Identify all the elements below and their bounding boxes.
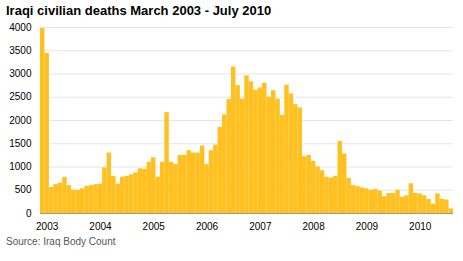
svg-text:1000: 1000 <box>9 161 32 172</box>
svg-text:2006: 2006 <box>196 221 219 232</box>
svg-text:2010: 2010 <box>409 221 432 232</box>
svg-text:2000: 2000 <box>9 115 32 126</box>
html-text:Iraqi civilian deaths March 20: Iraqi civilian deaths March 2003 - July … <box>6 3 272 18</box>
svg-text:2007: 2007 <box>249 221 272 232</box>
svg-text:3000: 3000 <box>9 68 32 79</box>
html-text:Source: Iraq Body Count: Source: Iraq Body Count <box>6 236 116 247</box>
svg-text:2005: 2005 <box>143 221 166 232</box>
svg-text:2003: 2003 <box>36 221 59 232</box>
svg-text:2500: 2500 <box>9 91 32 102</box>
svg-text:2008: 2008 <box>302 221 325 232</box>
svg-text:500: 500 <box>15 184 32 195</box>
svg-text:2004: 2004 <box>89 221 112 232</box>
svg-text:3500: 3500 <box>9 45 32 56</box>
svg-text:0: 0 <box>26 208 32 219</box>
svg-text:2009: 2009 <box>356 221 379 232</box>
svg-text:4000: 4000 <box>9 22 32 33</box>
svg-text:1500: 1500 <box>9 138 32 149</box>
